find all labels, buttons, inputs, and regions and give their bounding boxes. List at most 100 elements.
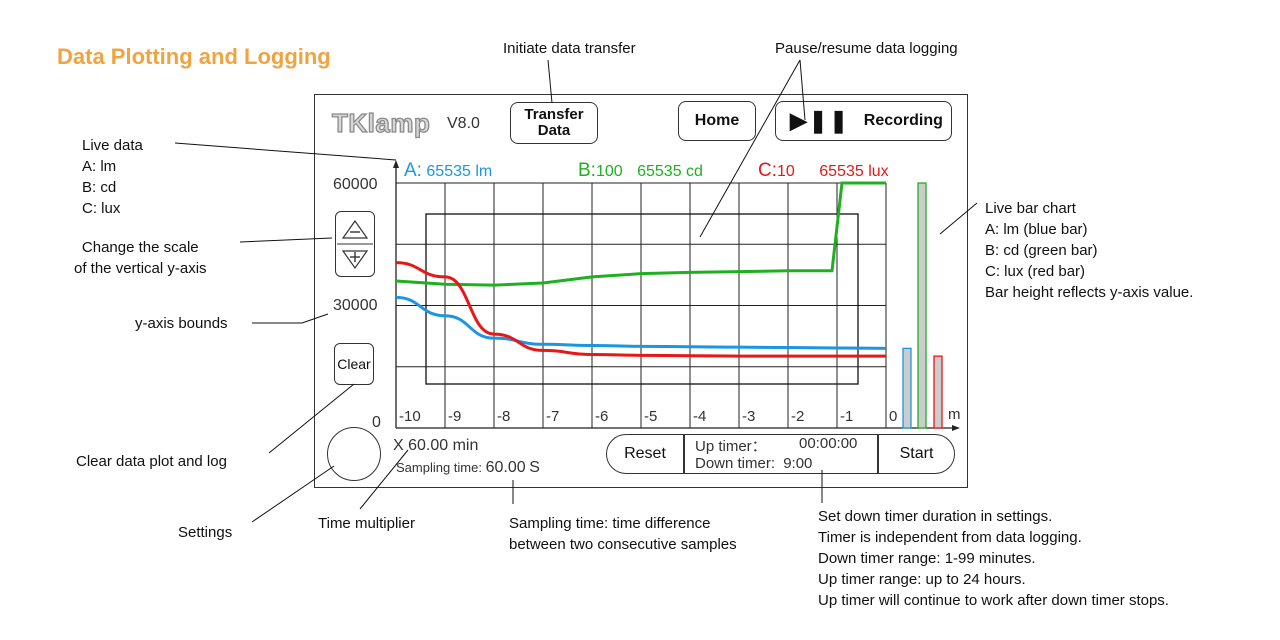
series-c-value: 65535 lux [819,163,889,180]
down-timer-label: Down timer: [695,455,776,472]
y-axis-mid-label: 30000 [333,297,378,314]
annotation-line: Change the scale [81,239,199,256]
transfer-label: Data [537,122,571,139]
live-bar [933,355,943,429]
series-line [395,181,886,287]
device-screen [314,94,968,488]
annotation-clear: Clear data plot and log [76,453,227,470]
annotation-line: B: cd (green bar) [985,242,1098,259]
x-tick-label: -4 [693,408,706,425]
settings-button[interactable] [327,427,381,481]
annotation-line: Live bar chart [985,200,1076,217]
annotation-line: Timer is independent from data logging. [818,529,1082,546]
version-label: V8.0 [447,115,480,132]
annotation-settings: Settings [178,524,233,541]
sampling-value: 60.00 [485,459,526,476]
x-axis-unit: m [948,406,961,423]
live-bars [902,182,943,429]
x-tick-label: -9 [448,408,461,425]
down-timer-value: 9:00 [783,455,813,472]
clear-button[interactable]: Clear [334,343,374,385]
zoom-out-icon[interactable] [341,219,368,239]
annotation-initiate-transfer: Initiate data transfer [503,40,636,57]
annotation-line: Up timer range: up to 24 hours. [818,571,1026,588]
timer-panel [606,434,955,474]
recording-label: Recording [863,112,943,129]
down-timer[interactable]: Down timer: 9:00 [695,455,812,472]
annotation-line: C: lux [82,200,121,217]
live-bar [917,182,927,429]
annotation-bounds: y-axis bounds [135,315,228,332]
play-pause-icon: ▶❚❚ [790,108,850,133]
annotation-multiplier: Time multiplier [318,515,415,532]
x-axis-arrow [952,425,960,431]
leader-line [359,449,409,510]
annotation-line: of the vertical y-axis [74,260,207,277]
zoom-in-icon[interactable] [341,249,368,269]
zoom-window [425,213,859,385]
sampling-unit: S [529,459,540,476]
y-axis-arrow [393,160,399,168]
leader-line [939,202,978,235]
annotation-timer: Set down timer duration in settings. Tim… [818,506,1169,611]
page-title: Data Plotting and Logging [57,44,331,69]
live-readout-c: C:10 65535 lux [758,160,889,182]
annotation-line: B: cd [82,179,117,196]
annotation-line: C: lux (red bar) [985,263,1086,280]
y-axis-zero-label: 0 [372,414,381,431]
x-tick-label: -2 [791,408,804,425]
leader-line [174,142,397,161]
series-line [395,295,887,350]
annotation-line: Sampling time: time difference [509,515,711,532]
up-timer-value: 00:00:00 [799,435,858,452]
series-b-value: 65535 cd [637,163,703,180]
time-multiplier: X 60.00 min [393,437,479,454]
annotation-line: Bar height reflects y-axis value. [985,284,1194,301]
divider [877,434,879,474]
up-timer-label: Up timer： [695,438,767,455]
y-scale-control [335,211,375,277]
annotation-pause-resume: Pause/resume data logging [775,40,958,57]
recording-toggle-button[interactable]: ▶❚❚ Recording [775,101,952,141]
series-a-value: 65535 lm [426,163,493,180]
leader-line [239,237,333,243]
transfer-data-button[interactable]: Transfer Data [510,102,598,144]
leader-line [799,59,806,121]
annotation-line: A: lm [82,158,117,175]
start-button[interactable]: Start [899,445,934,462]
series-b-prefix: B: [578,160,596,181]
leader-line [699,59,801,238]
annotation-line: A: lm (blue bar) [985,221,1088,238]
x-tick-label: -3 [742,408,755,425]
series-line [395,261,886,358]
scale-icons [336,219,373,269]
plot-lines [395,181,887,358]
leader-line [301,313,329,324]
plot-axes [393,160,960,431]
annotation-line: Live data [82,137,143,154]
sampling-label: Sampling time: [396,460,482,475]
reset-button[interactable]: Reset [624,445,666,462]
leader-lines [174,59,978,523]
leader-line [547,59,553,104]
annotation-line: Set down timer duration in settings. [818,508,1053,525]
x-tick-labels: -10 -9 -8 -7 -6 -5 -4 -3 -2 -1 0 [399,408,897,425]
annotation-sampling: Sampling time: time difference between t… [509,513,737,555]
x-tick-label: 0 [889,408,897,425]
annotation-line: Down timer range: 1-99 minutes. [818,550,1036,567]
series-b-scale: 100 [595,163,623,180]
transfer-label: Transfer [524,106,584,123]
leader-line [251,465,335,523]
home-button[interactable]: Home [678,101,756,141]
x-tick-label: -8 [497,408,510,425]
series-c-prefix: C: [758,160,777,181]
sampling-time: Sampling time: 60.00 S [396,459,540,477]
live-readout-a: A: 65535 lm [404,160,492,182]
divider [683,434,685,474]
x-tick-label: -5 [644,408,657,425]
annotation-line: between two consecutive samples [509,536,737,553]
x-tick-label: -6 [595,408,608,425]
series-a-prefix: A: [404,160,422,181]
annotation-bar-chart: Live bar chart A: lm (blue bar) B: cd (g… [985,198,1193,303]
